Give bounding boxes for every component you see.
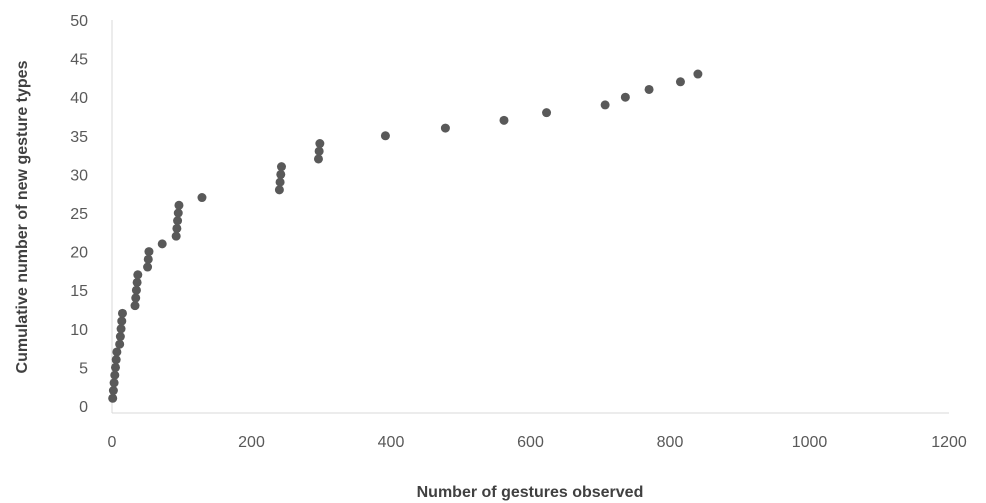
data-point [131,293,141,303]
data-point [499,115,509,125]
data-point [174,200,184,210]
data-point [314,146,324,156]
y-tick-labels: 0 5 10 15 20 25 30 35 40 45 50 [70,13,88,416]
data-point [117,316,127,326]
data-point [644,84,654,94]
data-point [693,69,703,79]
y-tick-label: 45 [70,52,88,69]
data-point [600,100,610,110]
x-tick-label: 0 [108,434,117,451]
y-tick-label: 50 [70,13,88,30]
y-tick-label: 15 [70,283,88,300]
data-point [171,231,181,241]
x-tick-label: 1000 [792,434,828,451]
data-point [440,123,450,133]
y-tick-label: 35 [70,129,88,146]
y-tick-label: 5 [79,360,88,377]
data-point [117,308,127,318]
y-axis-title: Cumulative number of new gesture types [14,60,31,373]
data-point [276,162,286,172]
data-point [111,355,121,365]
data-point [313,154,323,164]
data-point [115,332,125,342]
x-tick-label: 200 [238,434,265,451]
data-point [131,285,141,295]
data-point [276,169,286,179]
x-axis-title: Number of gestures observed [417,484,644,501]
data-point [172,223,182,233]
data-point [197,193,207,203]
data-point [110,370,120,380]
data-point [380,131,390,141]
data-point [132,277,142,287]
y-tick-label: 10 [70,322,88,339]
data-point [675,77,685,87]
x-tick-label: 600 [517,434,544,451]
x-tick-labels: 0 200 400 600 800 1000 1200 [108,434,967,451]
data-point [620,92,630,102]
x-tick-label: 800 [657,434,684,451]
data-point [130,301,140,311]
y-tick-label: 25 [70,206,88,223]
x-tick-label: 400 [378,434,405,451]
y-tick-label: 30 [70,167,88,184]
x-tick-label: 1200 [931,434,967,451]
data-point [115,339,125,349]
data-point [143,254,153,264]
data-point [109,378,119,388]
data-point [274,185,284,195]
data-point [275,177,285,187]
data-point [315,139,325,149]
data-point [116,324,126,334]
data-point [144,247,154,257]
y-tick-label: 40 [70,90,88,107]
data-point [110,362,120,372]
data-point [173,208,183,218]
data-point [157,239,167,249]
data-point [112,347,122,357]
data-point [143,262,153,272]
data-point [108,386,118,396]
y-tick-label: 0 [79,399,88,416]
y-tick-label: 20 [70,245,88,262]
data-points [108,69,703,403]
data-point [108,393,118,403]
data-point [133,270,143,280]
data-point [542,108,552,118]
data-point [173,216,183,226]
